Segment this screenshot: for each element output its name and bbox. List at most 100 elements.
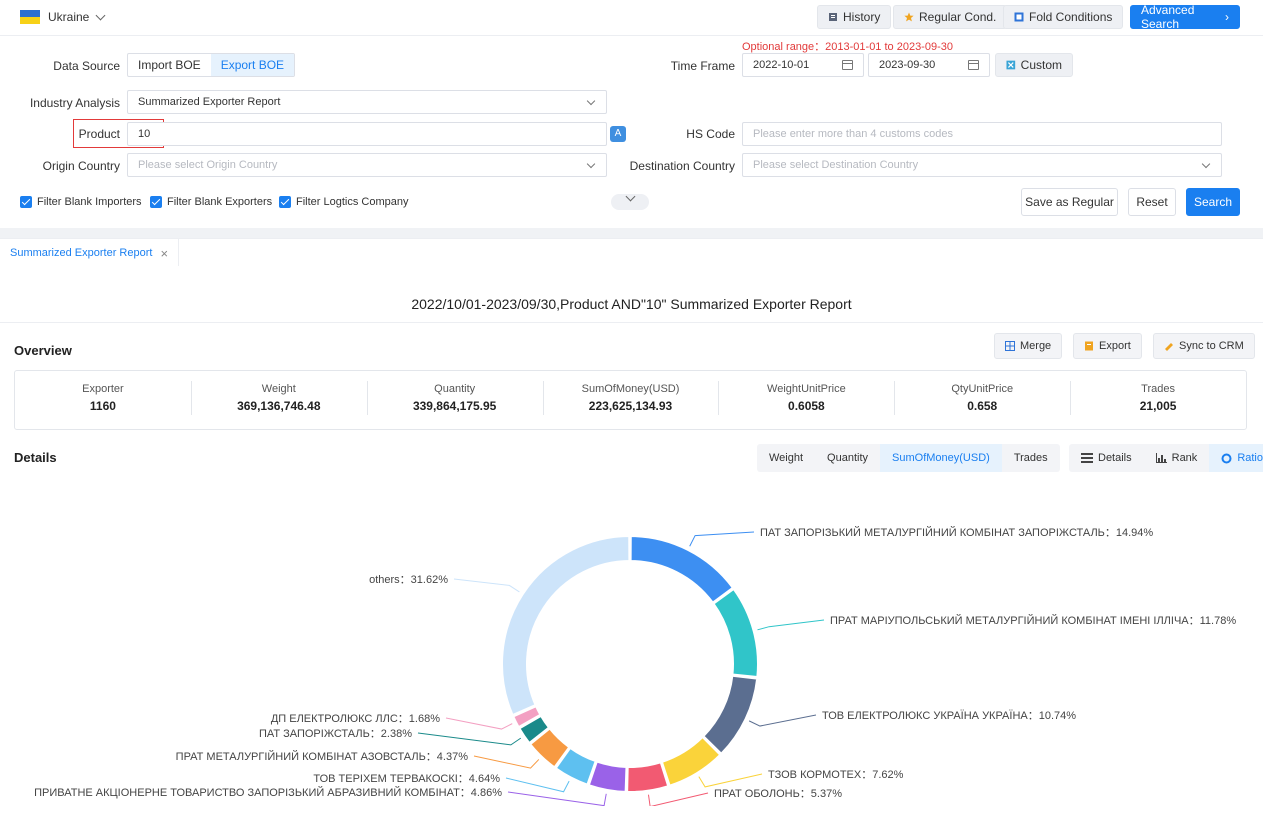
view-tabs: Details Rank Ratio [1069,444,1263,472]
leader-line [689,531,755,547]
filter-blank-exporters-label: Filter Blank Exporters [167,196,273,208]
regular-cond-button[interactable]: Regular Cond. [893,5,1008,29]
history-icon [829,13,837,21]
chevron-down-icon [95,10,106,20]
history-button[interactable]: History [817,5,892,29]
advanced-search-label: Advanced Search [1141,3,1195,31]
filter-logistics-checkbox[interactable]: Filter Logtics Company [279,196,409,208]
translate-icon[interactable]: A [610,126,626,142]
regular-cond-label: Regular Cond. [919,10,997,24]
donut-slice[interactable] [511,704,542,729]
date-to-field[interactable]: 2023-09-30 [868,53,990,77]
ratio-donut-chart: ПАТ ЗАПОРІЗЬКИЙ МЕТАЛУРГІЙНИЙ КОМБІНАТ З… [34,526,1236,806]
export-label: Export [1099,340,1131,352]
stat-value: 0.658 [967,399,998,413]
product-input[interactable]: 10 [127,122,607,146]
filter-blank-exporters-checkbox[interactable]: Filter Blank Exporters [150,196,272,208]
hs-code-input[interactable]: Please enter more than 4 customs codes [742,122,1222,146]
industry-analysis-value: Summarized Exporter Report [138,96,281,108]
donut-slice[interactable] [712,587,759,679]
stat-value: 0.6058 [788,399,825,413]
stat-value: 223,625,134.93 [588,399,673,413]
filter-logistics-label: Filter Logtics Company [296,196,409,208]
tab-rank[interactable]: Rank [1144,444,1210,472]
data-source-label: Data Source [53,59,120,73]
stat-weight: Weight 369,136,746.48 [190,371,367,429]
stat-value: 21,005 [1139,399,1177,413]
slice-label: ПРИВАТНЕ АКЦІОНЕРНЕ ТОВАРИСТВО ЗАПОРІЗЬК… [34,786,502,799]
product-value: 10 [138,128,151,140]
leader-line [453,578,520,593]
industry-analysis-select[interactable]: Summarized Exporter Report [127,90,607,114]
leader-line [473,755,540,769]
export-boe-option[interactable]: Export BOE [210,54,295,76]
origin-country-label: Origin Country [42,159,120,173]
time-frame-label: Time Frame [670,59,735,73]
export-button[interactable]: Export [1073,333,1142,359]
sync-label: Sync to CRM [1179,340,1244,352]
donut-slice[interactable] [587,760,628,793]
sync-icon [1165,343,1173,351]
leader-line [748,714,817,727]
date-to-value: 2023-09-30 [879,59,936,71]
import-boe-option[interactable]: Import BOE [138,58,201,72]
advanced-search-button[interactable]: Advanced Search › [1130,3,1240,31]
expand-filters-toggle[interactable] [611,191,649,210]
optional-range-text: Optional range：2013-01-01 to 2023-09-30 [742,41,953,53]
custom-button[interactable]: Custom [995,53,1073,77]
tab-summarized-exporter-report[interactable]: Summarized Exporter Report × [0,239,180,267]
stat-trades: Trades 21,005 [1070,371,1246,429]
donut-slice[interactable] [528,727,571,769]
donut-slice[interactable] [629,534,735,605]
destination-country-select[interactable]: Please select Destination Country [742,153,1222,177]
tab-details[interactable]: Details [1069,444,1144,472]
stat-value: 1160 [89,399,116,413]
sync-to-crm-button[interactable]: Sync to CRM [1153,333,1255,359]
tab-quantity[interactable]: Quantity [827,452,869,464]
donut-slice[interactable] [501,534,631,717]
tab-ratio[interactable]: Ratio [1209,444,1263,472]
fold-icon [1014,12,1024,22]
metric-tabs: Weight Quantity SumOfMoney(USD) Trades [757,444,1060,472]
search-button[interactable]: Search [1186,188,1240,216]
donut-slice[interactable] [554,746,597,786]
reset-button[interactable]: Reset [1128,188,1176,216]
chevron-right-icon: › [1225,10,1229,24]
merge-label: Merge [1020,340,1052,352]
chevron-down-icon [1201,159,1211,169]
merge-button[interactable]: Merge [994,333,1063,359]
tab-details-label: Details [1098,452,1132,464]
origin-country-select[interactable]: Please select Origin Country [127,153,607,177]
tab-sum-of-money[interactable]: SumOfMoney(USD) [880,444,1002,472]
save-as-regular-button[interactable]: Save as Regular [1021,188,1118,216]
top-bar: Ukraine History Regular Cond. Fold Condi… [0,0,1263,36]
slice-label: ТОВ ТЕРІХЕМ ТЕРВАКОСКІ：4.64% [313,773,500,785]
destination-country-label: Destination Country [629,159,735,173]
donut-slice[interactable] [518,714,551,745]
stat-exporter: Exporter 1160 [15,371,191,429]
fold-conditions-button[interactable]: Fold Conditions [1003,5,1124,29]
tab-weight[interactable]: Weight [769,452,804,464]
tab-trades[interactable]: Trades [1013,452,1048,464]
checkbox-checked-icon [20,196,32,208]
country-selector[interactable]: Ukraine [20,10,106,24]
stat-key: Weight [261,383,296,395]
slice-label: ПРАТ МЕТАЛУРГІЙНИЙ КОМБІНАТ АЗОВСТАЛЬ：4.… [176,750,469,763]
donut-slice[interactable] [660,735,722,787]
leader-line [507,791,607,806]
report-panel: 2022/10/01-2023/09/30,Product AND"10" Su… [0,266,1263,816]
date-from-field[interactable]: 2022-10-01 [742,53,864,77]
close-icon[interactable]: × [160,245,169,261]
filter-blank-importers-checkbox[interactable]: Filter Blank Importers [20,196,142,208]
report-tab-strip: Summarized Exporter Report × [0,238,1263,267]
donut-slice[interactable] [702,674,759,756]
donut-slice[interactable] [626,761,670,793]
filter-blank-importers-label: Filter Blank Importers [37,196,142,208]
slice-label: ПРАТ ОБОЛОНЬ：5.37% [714,788,842,800]
country-label: Ukraine [48,10,90,24]
pie-chart-icon [1221,453,1232,463]
overview-heading: Overview [14,343,72,358]
stat-key: QtyUnitPrice [951,383,1014,395]
stat-value: 339,864,175.95 [412,399,497,413]
destination-country-placeholder: Please select Destination Country [753,159,919,171]
